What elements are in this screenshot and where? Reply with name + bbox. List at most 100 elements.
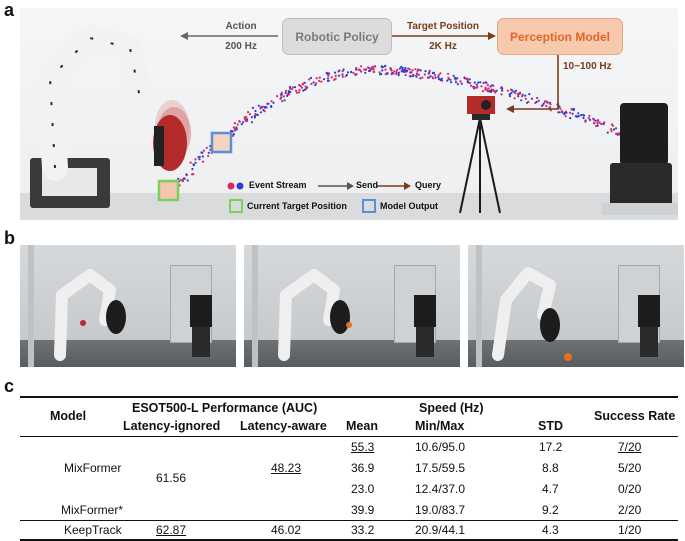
event-dot bbox=[384, 64, 387, 67]
event-dot bbox=[428, 71, 431, 74]
header-success-rate: Success Rate bbox=[594, 409, 676, 423]
event-dot bbox=[437, 73, 440, 77]
mixformer-row2-minmax: 17.5/59.5 bbox=[415, 461, 466, 475]
event-dot bbox=[303, 81, 306, 84]
system-diagram-panel: Robotic Policy Perception Model Action 2… bbox=[20, 8, 678, 220]
event-dot bbox=[524, 97, 527, 100]
table-header-rule bbox=[20, 436, 678, 437]
mixformer-row3-success: 0/20 bbox=[618, 482, 642, 496]
event-dot bbox=[434, 76, 437, 79]
event-dot bbox=[198, 158, 201, 161]
keeptrack-std: 4.3 bbox=[542, 523, 559, 537]
event-dot bbox=[205, 146, 208, 149]
panel-label-c: c bbox=[4, 376, 15, 396]
event-dot bbox=[368, 69, 371, 72]
event-dot bbox=[596, 122, 599, 125]
event-dot bbox=[391, 71, 394, 75]
event-dot bbox=[192, 163, 195, 166]
legend-model-output: Model Output bbox=[380, 201, 438, 211]
event-dot bbox=[577, 112, 580, 115]
header-latency-ignored: Latency-ignored bbox=[123, 419, 221, 433]
event-dot bbox=[421, 76, 424, 79]
event-dot bbox=[291, 86, 294, 89]
event-dot bbox=[558, 105, 561, 108]
event-dot bbox=[270, 105, 273, 108]
event-dot bbox=[403, 70, 406, 74]
event-dot bbox=[207, 151, 210, 154]
legend-current-target: Current Target Position bbox=[247, 201, 347, 211]
event-dot bbox=[265, 106, 268, 109]
event-dot bbox=[414, 68, 417, 71]
event-dot bbox=[381, 69, 384, 72]
event-dot bbox=[286, 94, 289, 97]
event-dot bbox=[342, 68, 345, 71]
ball-launcher bbox=[620, 103, 668, 165]
event-dot bbox=[490, 84, 493, 87]
event-dot bbox=[320, 80, 323, 83]
table-bottom-rule bbox=[20, 539, 678, 541]
event-dot bbox=[564, 115, 567, 118]
event-dot bbox=[384, 68, 387, 71]
event-dot bbox=[434, 73, 437, 77]
event-dot bbox=[463, 76, 466, 79]
event-dot bbox=[477, 81, 480, 84]
event-dot bbox=[334, 74, 337, 77]
event-dot bbox=[540, 104, 544, 107]
robot-arm bbox=[37, 25, 153, 181]
mixformer-row3-std: 4.7 bbox=[542, 482, 559, 496]
event-dot bbox=[424, 70, 427, 73]
event-dot bbox=[233, 122, 236, 125]
event-dot bbox=[428, 69, 431, 72]
legend-send-arrowhead bbox=[347, 182, 354, 190]
event-dot bbox=[510, 92, 513, 95]
event-dot bbox=[438, 78, 441, 81]
event-dot bbox=[272, 101, 275, 104]
target-rate: 2K Hz bbox=[429, 41, 457, 52]
event-dot bbox=[449, 78, 452, 81]
header-latency-aware: Latency-aware bbox=[240, 419, 327, 433]
event-dot bbox=[404, 74, 407, 77]
event-dot bbox=[350, 70, 353, 74]
event-dot bbox=[201, 160, 205, 163]
event-dot bbox=[194, 161, 197, 164]
event-dot bbox=[506, 89, 509, 92]
event-dot bbox=[259, 111, 262, 114]
header-speed: Speed (Hz) bbox=[419, 401, 484, 415]
table-mid-rule bbox=[20, 520, 678, 521]
model-mixformer: MixFormer bbox=[64, 461, 122, 475]
event-dot bbox=[557, 111, 560, 114]
event-dot bbox=[596, 124, 599, 127]
event-dot bbox=[370, 68, 373, 71]
event-dot bbox=[610, 130, 613, 133]
event-dot bbox=[276, 95, 279, 98]
event-dot bbox=[305, 87, 308, 90]
event-dot bbox=[181, 178, 185, 181]
legend-blue-dot bbox=[236, 182, 244, 190]
event-dot bbox=[233, 129, 237, 132]
event-dot bbox=[582, 116, 585, 120]
action-rate: 200 Hz bbox=[225, 41, 257, 52]
event-dot bbox=[288, 85, 292, 89]
keeptrack-mean: 33.2 bbox=[351, 523, 375, 537]
event-dot bbox=[256, 113, 259, 116]
event-dot bbox=[514, 92, 517, 95]
legend-event-stream: Event Stream bbox=[249, 180, 307, 190]
event-dot bbox=[588, 118, 592, 121]
event-dot bbox=[354, 73, 357, 76]
event-dot bbox=[293, 86, 297, 89]
event-dot bbox=[373, 70, 376, 74]
event-dot bbox=[476, 85, 479, 88]
panel-label-b: b bbox=[4, 228, 15, 248]
mixformer-star-std: 9.2 bbox=[542, 503, 559, 517]
event-dot bbox=[326, 79, 330, 82]
event-dot bbox=[345, 73, 348, 77]
event-dot bbox=[398, 67, 401, 70]
event-dot bbox=[390, 69, 393, 72]
event-dot bbox=[528, 93, 531, 96]
event-dot bbox=[386, 72, 389, 75]
event-dot bbox=[417, 73, 421, 76]
event-dot bbox=[580, 114, 583, 117]
event-dot bbox=[437, 75, 440, 79]
keeptrack-success: 1/20 bbox=[618, 523, 642, 537]
event-dot bbox=[253, 116, 257, 119]
